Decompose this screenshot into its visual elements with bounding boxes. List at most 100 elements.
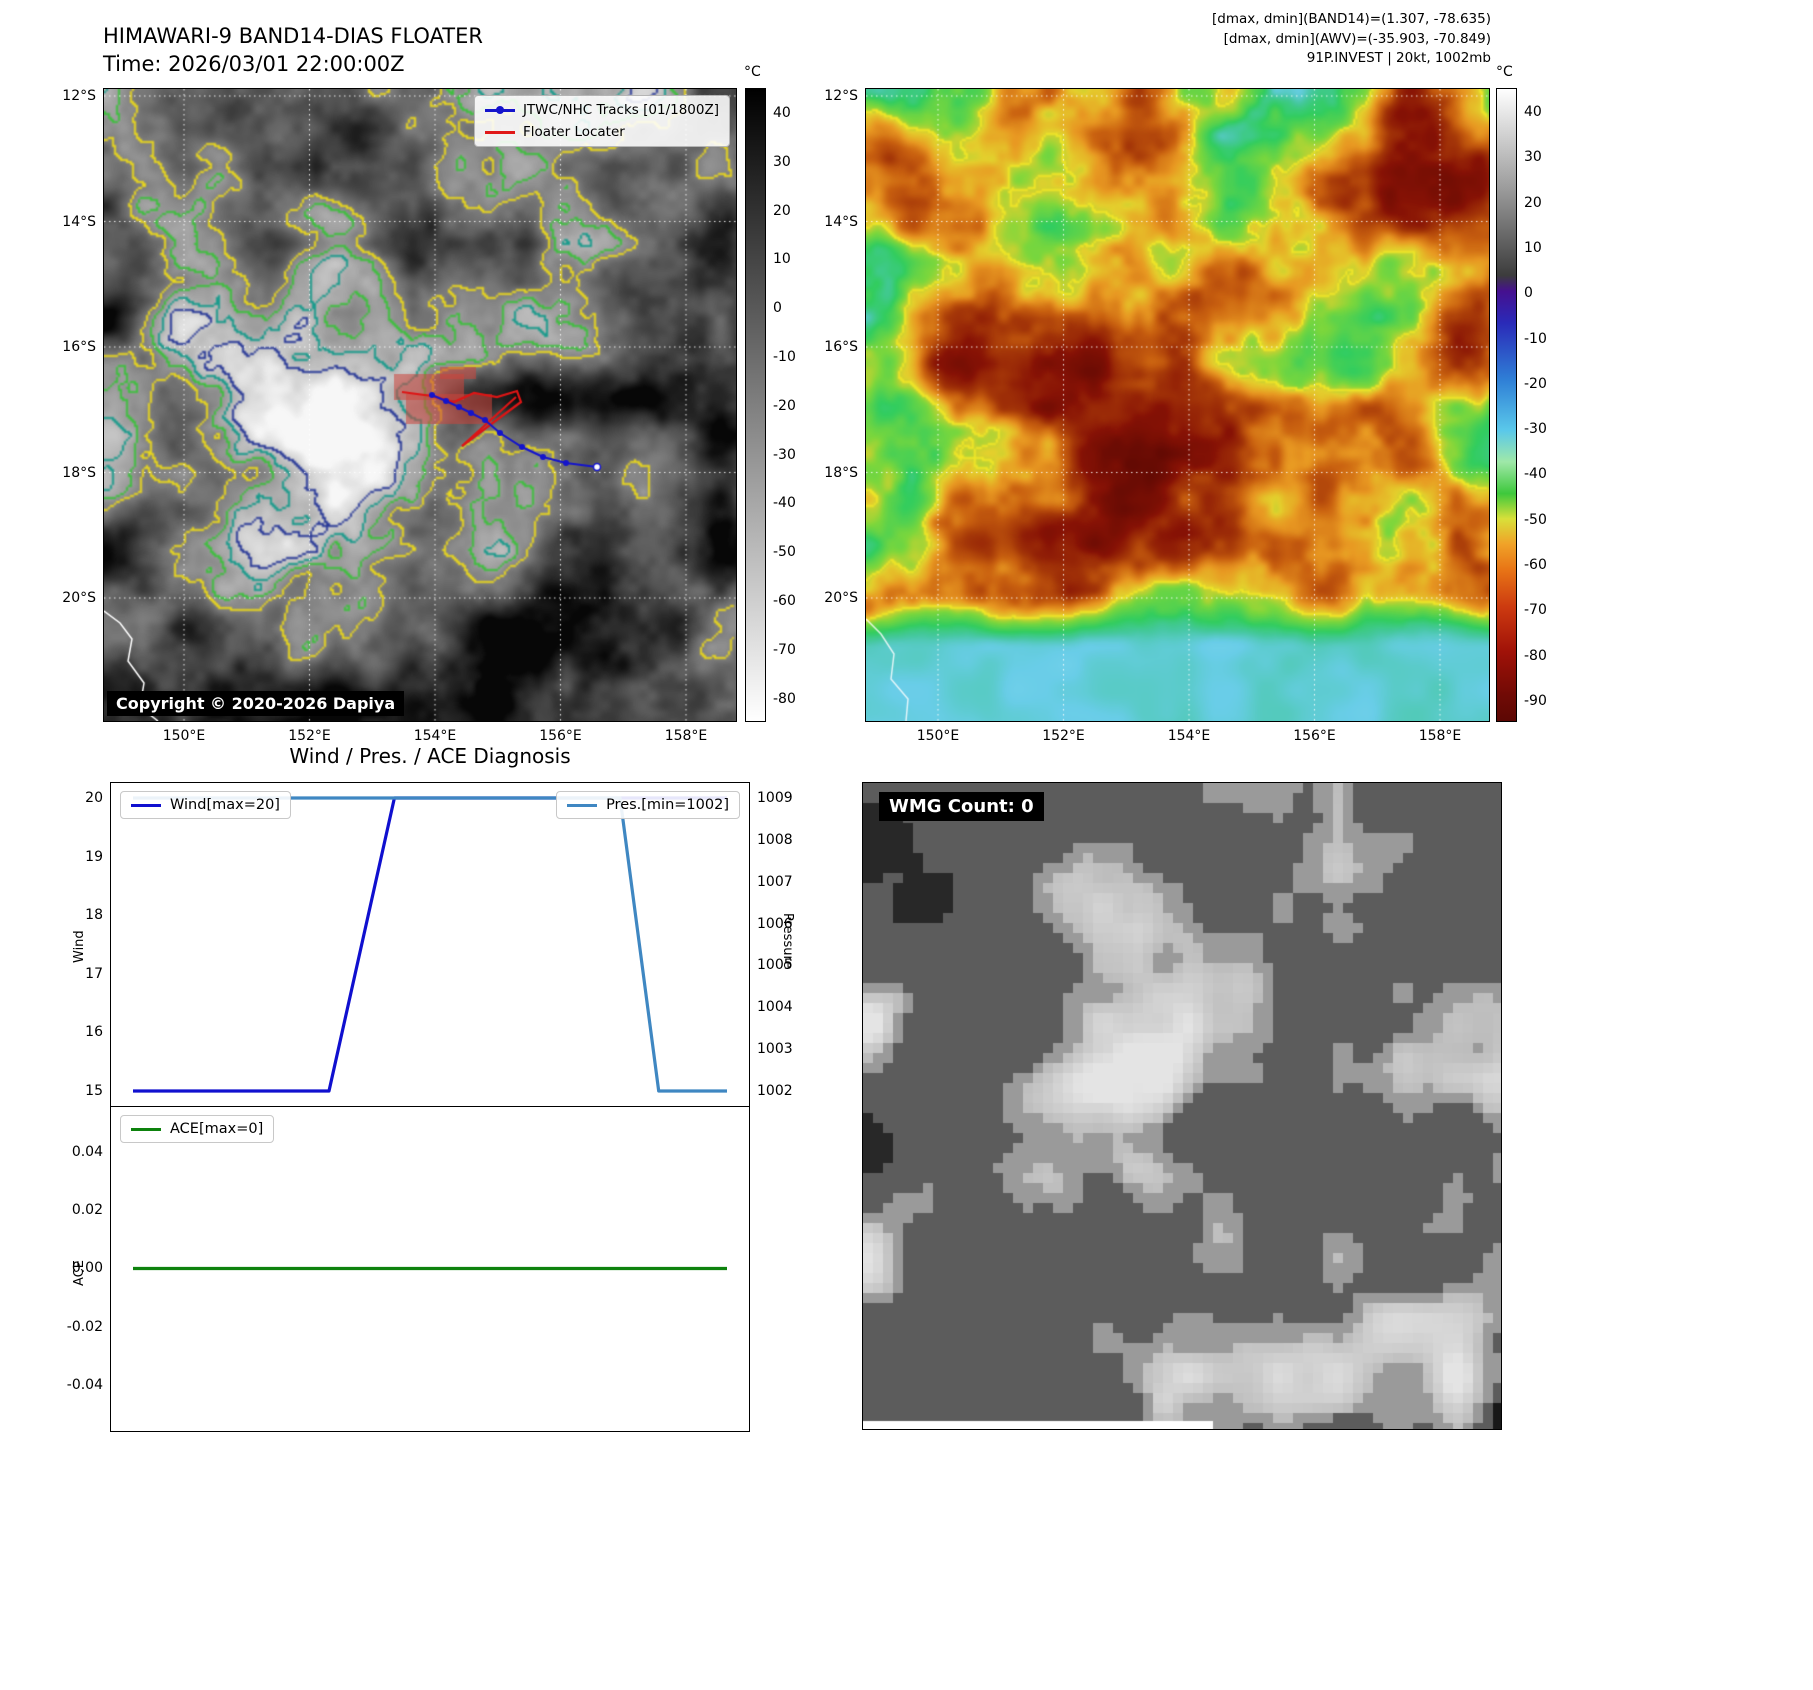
- tick-label: -0.04: [66, 1376, 103, 1393]
- tick-label: 30: [1524, 149, 1542, 166]
- invest-intensity: 91P.INVEST | 20kt, 1002mb: [1306, 50, 1491, 67]
- tick-label: -30: [773, 446, 796, 463]
- tick-label: 158°E: [1418, 728, 1462, 744]
- pres-legend-label: Pres.[min=1002]: [606, 797, 729, 813]
- diagnosis-title: Wind / Pres. / ACE Diagnosis: [289, 744, 571, 768]
- tick-label: 20°S: [824, 590, 858, 606]
- tick-label: 1005: [757, 957, 793, 974]
- jtwc-track-label: JTWC/NHC Tracks [01/1800Z]: [522, 102, 719, 118]
- tick-label: 1003: [757, 1041, 793, 1058]
- pres-line-swatch: [567, 803, 598, 807]
- pres-legend: Pres.[min=1002]: [556, 791, 740, 819]
- tick-label: 16: [85, 1024, 103, 1041]
- wind-legend: Wind[max=20]: [120, 791, 291, 819]
- tick-label: 19: [85, 848, 103, 865]
- tick-label: 156°E: [1293, 728, 1336, 744]
- tick-label: 20°S: [62, 590, 96, 606]
- tick-label: 0.04: [71, 1144, 103, 1160]
- tick-label: 150°E: [162, 728, 206, 744]
- tick-label: 40: [773, 105, 791, 121]
- tick-label: -60: [773, 593, 796, 609]
- legend-row-floater-locater: Floater Locater: [484, 124, 719, 140]
- tick-label: 150°E: [916, 728, 960, 744]
- tick-label: 20: [1524, 194, 1542, 211]
- tick-label: -70: [1524, 602, 1547, 619]
- tick-label: 16°S: [62, 339, 96, 355]
- pressure-y-axis: 1009 1008 1007 1006 1005 1004 1003 1002: [757, 783, 809, 1106]
- awv-header-block: [dmax, dmin](BAND14)=(1.307, -78.635) [d…: [1212, 10, 1491, 69]
- tick-label: -60: [1524, 557, 1547, 573]
- tick-label: 16°S: [824, 339, 858, 355]
- tick-label: 40: [1524, 104, 1542, 120]
- tick-label: 154°E: [413, 728, 457, 744]
- series-line: [133, 796, 727, 1093]
- tick-label: -40: [1524, 466, 1547, 483]
- wmg-panel: WMG Count: 0: [862, 782, 1502, 1430]
- tick-label: 14°S: [824, 213, 858, 230]
- tick-label: 156°E: [539, 728, 582, 744]
- tick-label: 0: [773, 300, 782, 317]
- ace-legend: ACE[max=0]: [120, 1115, 275, 1143]
- band14-time: Time: 2026/03/01 22:00:00Z: [103, 52, 405, 77]
- band14-colorbar-ticks: 40 30 20 10 0 -10 -20 -30 -40 -50 -60 -70 -80: [773, 89, 825, 721]
- tick-label: -70: [773, 641, 796, 658]
- tick-label: 154°E: [1167, 728, 1211, 744]
- wind-legend-label: Wind[max=20]: [170, 797, 280, 813]
- awv-lon-axis: 150°E 152°E 154°E 156°E 158°E: [866, 721, 1489, 747]
- tick-label: 152°E: [288, 728, 331, 744]
- tick-label: -40: [773, 495, 796, 512]
- awv-lat-axis: 12°S 14°S 16°S 18°S 20°S: [806, 88, 858, 721]
- tick-label: 14°S: [62, 213, 96, 230]
- tick-label: 1008: [757, 831, 793, 848]
- wmg-count-label: WMG Count: 0: [879, 792, 1044, 821]
- tick-label: 1004: [757, 999, 793, 1016]
- ace-legend-label: ACE[max=0]: [170, 1121, 264, 1137]
- awv-colorbar: 40 30 20 10 0 -10 -20 -30 -40 -50 -60 -70 -80 -90: [1496, 88, 1547, 722]
- awv-colorbar-unit: °C: [1496, 64, 1513, 80]
- band14-title: HIMAWARI-9 BAND14-DIAS FLOATER: [103, 24, 483, 48]
- tick-label: -20: [773, 397, 796, 414]
- tick-label: 15: [85, 1083, 103, 1099]
- tick-label: -90: [1524, 692, 1547, 709]
- wind-pressure-chart: [133, 796, 727, 1093]
- jtwc-track-line-swatch: [484, 106, 515, 114]
- tick-label: -30: [1524, 421, 1547, 438]
- legend-row-jtwc-track: JTWC/NHC Tracks [01/1800Z]: [484, 102, 719, 118]
- wmg-microwave-image: [863, 783, 1501, 1429]
- ace-line-swatch: [131, 1127, 161, 1131]
- dmax-dmin-awv: [dmax, dmin](AWV)=(-35.903, -70.849): [1223, 30, 1491, 47]
- tick-label: -10: [773, 349, 796, 365]
- floater-line-swatch: [484, 130, 515, 134]
- tick-label: 158°E: [664, 728, 708, 744]
- tick-label: 1009: [757, 790, 793, 806]
- tick-label: 18°S: [824, 464, 858, 481]
- tick-label: 20: [773, 202, 791, 219]
- band14-map-legend: JTWC/NHC Tracks [01/1800Z] Floater Locat…: [473, 95, 730, 147]
- band14-lon-axis: 150°E 152°E 154°E 156°E 158°E: [104, 721, 736, 747]
- tick-label: 20: [85, 790, 103, 806]
- tick-label: 0: [1524, 285, 1533, 302]
- band14-lat-axis: 12°S 14°S 16°S 18°S 20°S: [44, 88, 96, 721]
- tick-label: -20: [1524, 375, 1547, 392]
- floater-label: Floater Locater: [522, 124, 625, 140]
- copyright-badge: Copyright © 2020-2026 Dapiya: [107, 691, 405, 716]
- tick-label: 30: [773, 153, 791, 170]
- tick-label: -80: [1524, 647, 1547, 664]
- ace-y-axis: 0.04 0.02 0.00 -0.02 -0.04: [51, 1107, 103, 1431]
- tick-label: -10: [1524, 330, 1547, 347]
- tick-label: 1006: [757, 915, 793, 932]
- tick-label: -50: [773, 544, 796, 561]
- tick-label: 1002: [757, 1083, 793, 1100]
- awv-satellite-image: [866, 89, 1489, 721]
- tick-label: -80: [773, 690, 796, 707]
- band14-satellite-image: [104, 89, 736, 721]
- band14-title-block: HIMAWARI-9 BAND14-DIAS FLOATER Time: 202…: [103, 22, 483, 79]
- tick-label: 10: [773, 251, 791, 268]
- pressure-axis-label: Pressure: [780, 913, 795, 969]
- tick-label: 1007: [757, 873, 793, 890]
- band14-colorbar-unit: °C: [744, 64, 761, 80]
- tick-label: 152°E: [1042, 728, 1085, 744]
- awv-plot: 12°S 14°S 16°S 18°S 20°S 150°E 152°E 154°E 156°…: [824, 88, 1490, 744]
- tick-label: 0.02: [71, 1202, 103, 1219]
- band14-colorbar: 40 30 20 10 0 -10 -20 -30 -40 -50 -60 -70 -80: [745, 88, 796, 722]
